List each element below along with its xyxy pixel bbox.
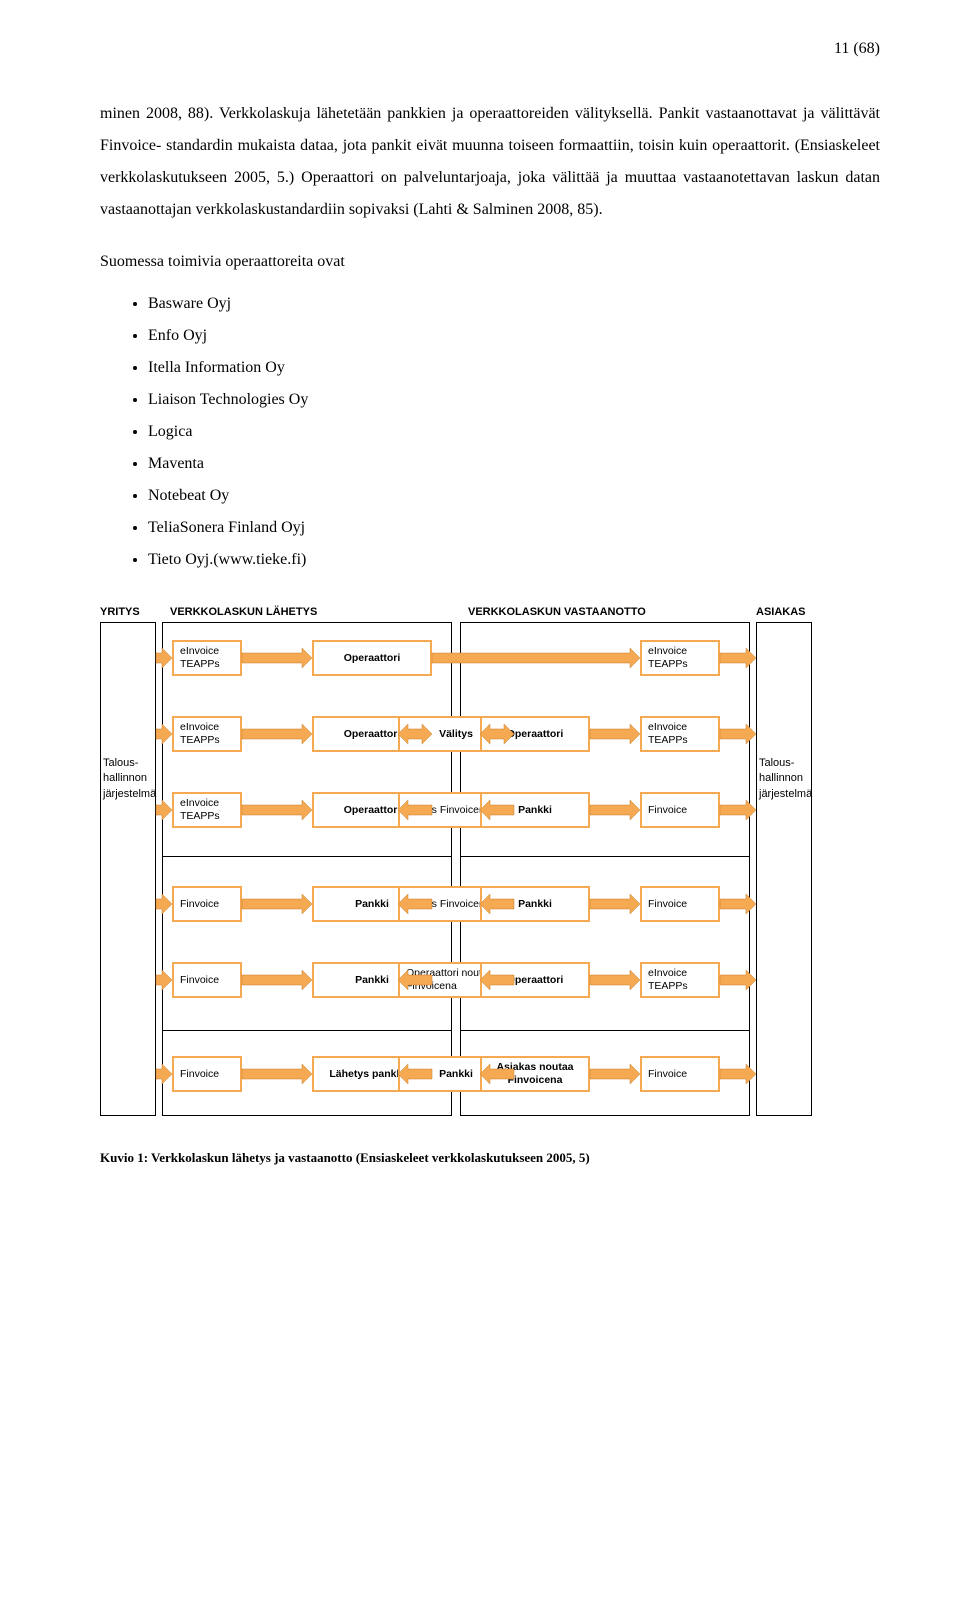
list-item: Tieto Oyj.(www.tieke.fi) (148, 544, 880, 576)
list-item: Itella Information Oy (148, 352, 880, 384)
list-item: Liaison Technologies Oy (148, 384, 880, 416)
list-item: TeliaSonera Finland Oyj (148, 512, 880, 544)
operator-list: Basware Oyj Enfo Oyj Itella Information … (100, 288, 880, 576)
list-item: Notebeat Oy (148, 480, 880, 512)
list-item: Enfo Oyj (148, 320, 880, 352)
paragraph-1: minen 2008, 88). Verkkolaskuja lähetetää… (100, 98, 880, 226)
page-number: 11 (68) (100, 40, 880, 58)
list-intro: Suomessa toimivia operaattoreita ovat (100, 246, 880, 278)
list-item: Logica (148, 416, 880, 448)
list-item: Maventa (148, 448, 880, 480)
list-item: Basware Oyj (148, 288, 880, 320)
figure-caption: Kuvio 1: Verkkolaskun lähetys ja vastaan… (100, 1150, 880, 1166)
diagram-container: YRITYSVERKKOLASKUN LÄHETYSVERKKOLASKUN V… (100, 606, 880, 1126)
